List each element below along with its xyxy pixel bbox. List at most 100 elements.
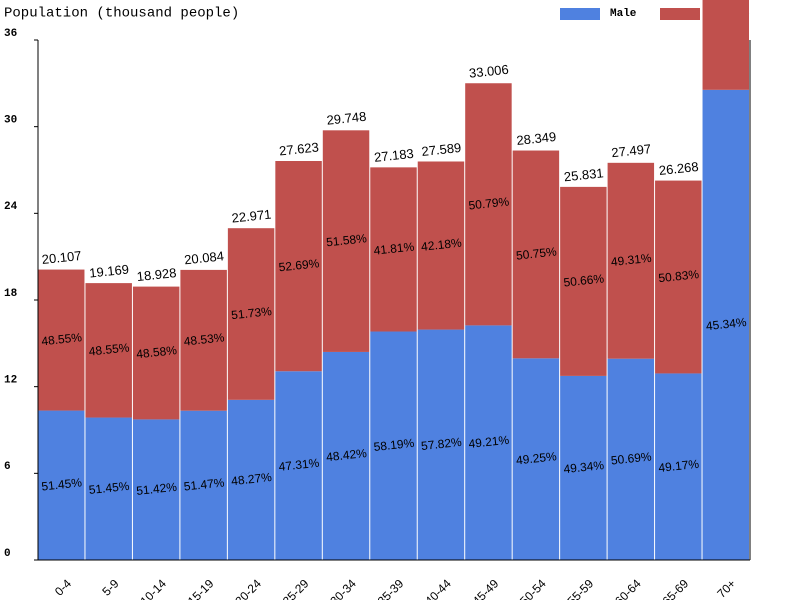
y-tick-label: 30 [4,115,17,127]
value-label: 51.42% [136,480,178,498]
bar-segment [702,0,749,90]
total-label: 20.084 [183,248,224,267]
bar-segment [560,375,607,560]
value-label: 41.81% [373,239,415,257]
y-tick-label: 36 [4,28,17,40]
bar-segment [370,167,417,332]
value-label: 49.34% [563,458,605,476]
value-label: 50.83% [658,267,700,285]
value-label: 48.27% [231,470,273,488]
value-label: 49.21% [468,433,510,451]
total-label: 27.623 [278,139,319,158]
x-tick-label: 65-69 [660,576,692,600]
bar-segment [702,89,749,560]
bar-segment [85,417,132,560]
bar-segment [132,286,180,420]
value-label: 51.73% [231,304,273,322]
x-tick-label: 45-49 [470,576,502,600]
x-tick-label: 30-34 [327,576,359,600]
value-label: 51.45% [41,475,83,493]
bar-segment [322,351,370,560]
value-label: 50.75% [515,244,557,262]
value-label: 50.69% [610,449,652,467]
value-label: 48.42% [325,446,367,464]
x-tick-label: 15-19 [185,576,217,600]
value-label: 49.31% [610,251,652,269]
x-tick-label: 10-14 [137,576,169,600]
bar-segment [275,371,322,560]
x-tick-label: 0-4 [52,576,74,598]
bar-segment [275,161,322,372]
x-tick-label: 35-39 [375,576,407,600]
bar-segment [417,161,465,330]
value-label: 48.55% [88,340,130,358]
value-label: 57.82% [420,435,462,453]
y-tick-label: 0 [4,548,11,560]
bar-segment [132,419,180,560]
value-label: 51.45% [88,479,130,497]
bar-segment [180,410,227,560]
legend-swatch [560,8,600,20]
bar-segment [227,399,275,560]
bar-segment [607,358,655,560]
value-label: 51.47% [183,475,225,493]
total-label: 33.006 [468,62,509,81]
value-label: 51.58% [325,231,367,249]
legend-label: Male [610,8,637,20]
total-label: 27.183 [373,146,414,165]
legend-swatch [660,8,700,20]
y-tick-label: 18 [4,288,18,300]
total-label: 28.349 [516,129,557,148]
x-tick-label: 55-59 [565,576,597,600]
total-label: 22.971 [231,207,272,226]
bar-segment [227,228,275,400]
value-label: 49.17% [658,457,700,475]
value-label: 42.18% [420,236,462,254]
value-label: 48.58% [136,343,178,361]
bar-segment [38,269,85,411]
bar-segment [465,83,512,326]
y-tick-label: 12 [4,375,17,387]
total-label: 27.589 [421,140,462,159]
bar-segment [655,180,702,374]
total-label: 27.497 [611,141,652,160]
bar-segment [370,331,417,560]
total-label: 18.928 [136,265,177,284]
x-tick-label: 50-54 [517,576,549,600]
value-label: 50.66% [563,271,605,289]
bar-segment [560,186,607,376]
value-label: 45.34% [705,315,747,333]
bar-segment [607,162,655,359]
x-tick-label: 5-9 [99,576,121,598]
total-label: 26.268 [658,159,699,178]
total-label: 19.169 [89,262,130,281]
x-tick-label: 25-29 [280,576,312,600]
bar-segment [465,325,512,560]
x-tick-label: 20-24 [232,576,264,600]
bar-segment [655,373,702,560]
chart-title: Population (thousand people) [4,6,239,22]
y-tick-label: 6 [4,461,11,473]
x-tick-label: 60-64 [612,576,644,600]
value-label: 48.53% [183,330,225,348]
bar-segment [417,329,465,560]
value-label: 58.19% [373,436,415,454]
bar-segment [38,410,85,560]
bar-segment [85,283,132,418]
y-tick-label: 24 [4,201,18,213]
total-label: 29.748 [326,109,367,128]
value-label: 52.69% [278,256,320,274]
bar-segment [512,358,560,560]
value-label: 49.25% [515,449,557,467]
bar-segment [512,150,560,359]
x-tick-label: 40-44 [422,576,454,600]
total-label: 25.831 [563,165,604,184]
value-label: 48.55% [41,330,83,348]
bar-segment [322,130,370,352]
x-tick-label: 70+ [714,576,738,600]
total-label: 20.107 [41,248,82,267]
bar-segment [180,269,227,411]
value-label: 47.31% [278,456,320,474]
value-label: 50.79% [468,194,510,212]
